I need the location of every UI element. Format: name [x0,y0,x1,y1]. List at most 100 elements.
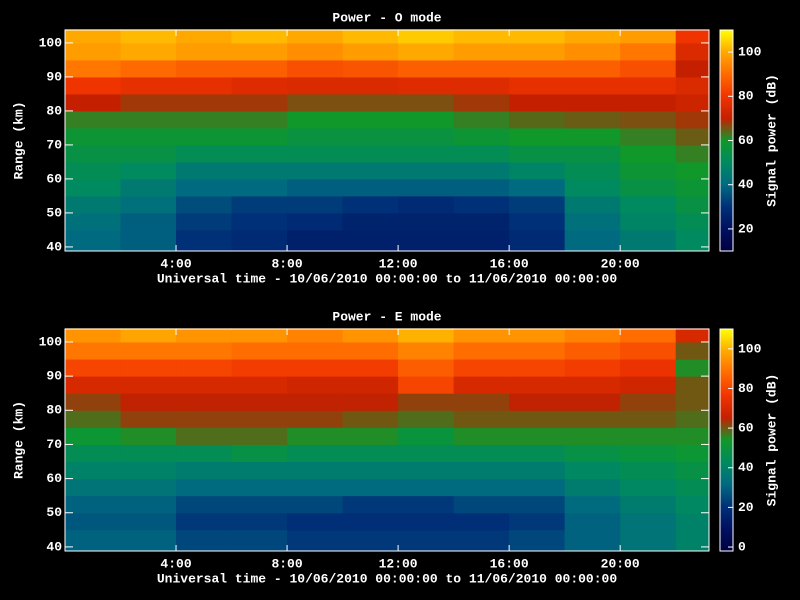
heatmap-cell [65,144,122,163]
heatmap-cell [65,59,122,78]
heatmap-cell [120,195,177,214]
heatmap-cell [65,161,122,180]
heatmap-cell [287,76,344,95]
heatmap-cell [453,59,510,78]
heatmap-cell [453,410,510,428]
heatmap-cell [176,393,233,411]
colorbar-label: Signal power (dB) [764,74,779,207]
heatmap-cell [509,76,566,95]
colorbar-tick-label: 20 [738,500,754,515]
heatmap-cell [231,376,288,394]
heatmap-cell [453,529,510,551]
heatmap-cell [342,341,399,360]
heatmap-cell [453,42,510,61]
heatmap-cell [287,59,344,78]
heatmap-cell [620,127,677,146]
heatmap-cell [287,410,344,428]
heatmap-cell [398,29,455,44]
heatmap-cell [231,410,288,428]
heatmap-cell [564,110,621,129]
y-tick-label: 50 [46,505,62,520]
heatmap-cell [398,42,455,61]
plot-frame [64,328,710,552]
heatmap-cell [398,195,455,214]
heatmap-cell [176,93,233,112]
heatmap-cell [120,461,177,480]
heatmap-cell [176,212,233,231]
heatmap-cell [620,427,677,445]
heatmap-cell [120,161,177,180]
y-tick-label: 40 [46,539,62,554]
colorbar-tick-label: 40 [738,177,754,192]
heatmap-cell [620,512,677,531]
heatmap-cell [564,495,621,514]
heatmap-cell [564,359,621,377]
heatmap-cell [453,393,510,411]
heatmap-cell [176,195,233,214]
heatmap-cell [120,144,177,163]
heatmap-cell [453,229,510,251]
heatmap-cell [453,195,510,214]
heatmap-cell [231,161,288,180]
colorbar-tick-label: 60 [738,133,754,148]
heatmap-cell [342,212,399,231]
heatmap-cell [675,427,710,445]
heatmap-cell [675,410,710,428]
heatmap-cell [675,512,710,531]
heatmap-cell [620,212,677,231]
heatmap-cell [287,478,344,497]
heatmap-cell [287,512,344,531]
heatmap-cell [287,427,344,445]
heatmap-cell [509,195,566,214]
heatmap-cell [65,529,122,551]
heatmap-cell [176,59,233,78]
heatmap-cell [453,359,510,377]
heatmap-cell [564,427,621,445]
heatmap-cell [176,328,233,343]
plot-frame [64,29,710,252]
heatmap-cell [176,127,233,146]
heatmap-cell [342,29,399,44]
heatmap-cell [287,178,344,197]
heatmap-cell [398,529,455,551]
heatmap-cell [509,393,566,411]
heatmap-cell [398,110,455,129]
heatmap-cell [176,229,233,251]
heatmap-cell [509,59,566,78]
x-tick-label: 4:00 [160,256,191,271]
heatmap-cell [398,144,455,163]
heatmap-cell [564,229,621,251]
heatmap-cell [675,59,710,78]
heatmap-cell [564,461,621,480]
heatmap-cell [620,444,677,463]
heatmap-cell [453,376,510,394]
heatmap-cell [453,512,510,531]
heatmap-cell [342,178,399,197]
heatmap-cell [176,427,233,445]
heatmap-cell [564,195,621,214]
y-tick-label: 50 [46,205,62,220]
y-tick-label: 70 [46,137,62,152]
heatmap-cell [675,178,710,197]
heatmap-cell [509,427,566,445]
heatmap-cell [65,229,122,251]
heatmap-cell [65,127,122,146]
x-tick-label: 12:00 [379,256,418,271]
heatmap-cell [342,393,399,411]
heatmap-cell [65,42,122,61]
heatmap-cell [675,229,710,251]
colorbar-tick-label: 40 [738,460,754,475]
heatmap-cell [453,495,510,514]
heatmap-cell [65,76,122,95]
heatmap-cell [65,195,122,214]
heatmap-cell [65,512,122,531]
heatmap-cell [120,212,177,231]
y-tick-label: 100 [39,35,63,50]
heatmap-cell [120,76,177,95]
heatmap-cell [398,478,455,497]
heatmap-cell [65,178,122,197]
heatmap-cell [287,393,344,411]
heatmap-cell [675,376,710,394]
heatmap-cell [342,161,399,180]
colorbar-tick-label: 100 [738,45,762,60]
